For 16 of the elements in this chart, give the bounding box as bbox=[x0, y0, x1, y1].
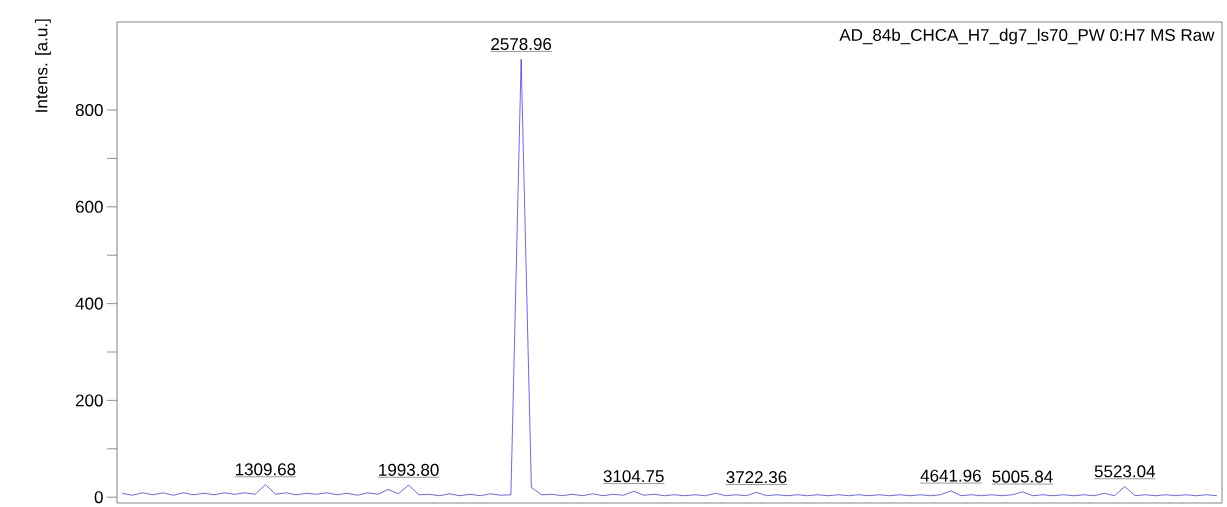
annotation: 3104.75 bbox=[603, 470, 664, 483]
annotation: 1993.80 bbox=[379, 464, 439, 477]
annotation: 1309.68 bbox=[235, 463, 296, 476]
y-tick-label: 600 bbox=[75, 201, 103, 214]
annotation: 2578.96 bbox=[491, 38, 552, 51]
y-tick-label: 400 bbox=[75, 297, 103, 310]
line-series bbox=[121, 59, 1218, 497]
annotation: 5005.84 bbox=[992, 470, 1053, 483]
annotation: 4641.96 bbox=[920, 469, 981, 482]
annotation: 5523.04 bbox=[1094, 465, 1156, 478]
annotation: AD_84b_CHCA_H7_dg7_ls70_PW 0:H7 MS Raw bbox=[839, 28, 1215, 45]
y-tick-label: 800 bbox=[75, 104, 103, 117]
annotation: 3722.36 bbox=[726, 471, 787, 484]
y-tick-label: 0 bbox=[94, 491, 103, 504]
y-tick-label: 200 bbox=[75, 394, 103, 407]
y-axis-title: Intens. [a.u.] bbox=[34, 19, 51, 112]
